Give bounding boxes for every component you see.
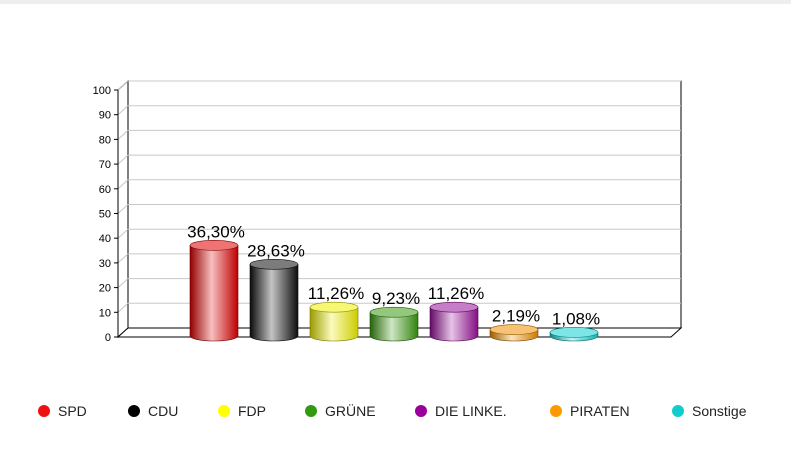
data-label: 2,19% [492,307,540,326]
gridline-side [117,253,129,264]
legend-item-cdu: CDU [128,400,178,422]
bar-body [309,306,359,342]
data-label: 1,08% [552,309,600,328]
legend-label: PIRATEN [570,403,630,419]
bar-top [309,301,359,313]
legend-marker [415,405,427,417]
legend: SPD CDU FDP GRÜNE DIE LINKE. PIRATEN Son… [0,400,791,422]
legend-label: SPD [58,403,87,419]
bar-die-linke- [429,301,479,342]
legend-item-spd: SPD [38,400,87,422]
bars [189,240,599,342]
legend-item-fdp: FDP [218,400,266,422]
bar-piraten [489,324,539,342]
data-label: 36,30% [187,222,245,241]
bar-sonstige [549,327,599,342]
y-tick-label: 20 [99,283,111,295]
y-tick-label: 40 [99,233,111,245]
bar-top [549,327,599,338]
legend-marker [305,405,317,417]
legend-item-gruene: GRÜNE [305,400,376,422]
bar-body [189,245,239,342]
bar-body [369,311,419,342]
legend-label: GRÜNE [325,403,376,419]
legend-marker [550,405,562,417]
legend-label: Sonstige [692,403,747,419]
data-label: 28,63% [247,241,305,260]
bar-chart: 0 10 20 30 40 50 60 70 80 90 100 36,30%28,63% 11,26… [93,79,683,344]
gridline-side [117,105,129,116]
bar-spd [189,240,239,342]
bar-body [249,263,299,342]
legend-item-die-linke: DIE LINKE. [415,400,507,422]
legend-item-sonstige: Sonstige [672,400,746,422]
gridline-side [117,80,129,91]
legend-marker [38,405,50,417]
data-label: 11,26% [428,284,484,303]
y-tick-label: 30 [99,258,111,270]
data-label: 11,26% [308,284,364,303]
bar-top [489,324,539,335]
y-tick-label: 50 [99,209,111,221]
bar-top [249,258,299,270]
data-labels: 36,30%28,63% 11,26% 9,23% 11,26% 2,19% 1,08% [187,222,600,328]
legend-marker [218,405,230,417]
gridline-side [117,302,129,313]
bar-body [429,306,479,342]
y-axis: 0 10 20 30 40 50 60 70 80 90 100 [93,85,396,344]
legend-marker [672,405,684,417]
y-tick-label: 60 [99,184,111,196]
bar-top [369,306,419,318]
legend-label: CDU [148,403,179,419]
bar-top [429,301,479,313]
gridline-side [117,204,129,214]
legend-label: DIE LINKE. [435,403,507,419]
y-tick-label: 100 [93,85,111,97]
y-tick-label: 80 [99,134,111,146]
gridline-side [117,154,129,165]
gridline-side [117,228,129,239]
y-tick-label: 90 [99,110,111,122]
data-label: 9,23% [372,289,420,308]
bar-fdp [309,301,359,342]
legend-item-piraten: PIRATEN [550,400,630,422]
top-border [0,0,791,4]
legend-label: FDP [238,403,266,419]
y-tick-label: 10 [99,307,111,319]
gridline-side [117,130,129,140]
bar-cdu [249,258,299,342]
gridline-side [117,278,129,288]
y-tick-label: 0 [105,332,111,344]
bar-gr-ne [369,306,419,342]
legend-marker [128,405,140,417]
gridline-side [117,179,129,190]
bar-top [189,240,239,251]
y-tick-label: 70 [99,159,111,171]
